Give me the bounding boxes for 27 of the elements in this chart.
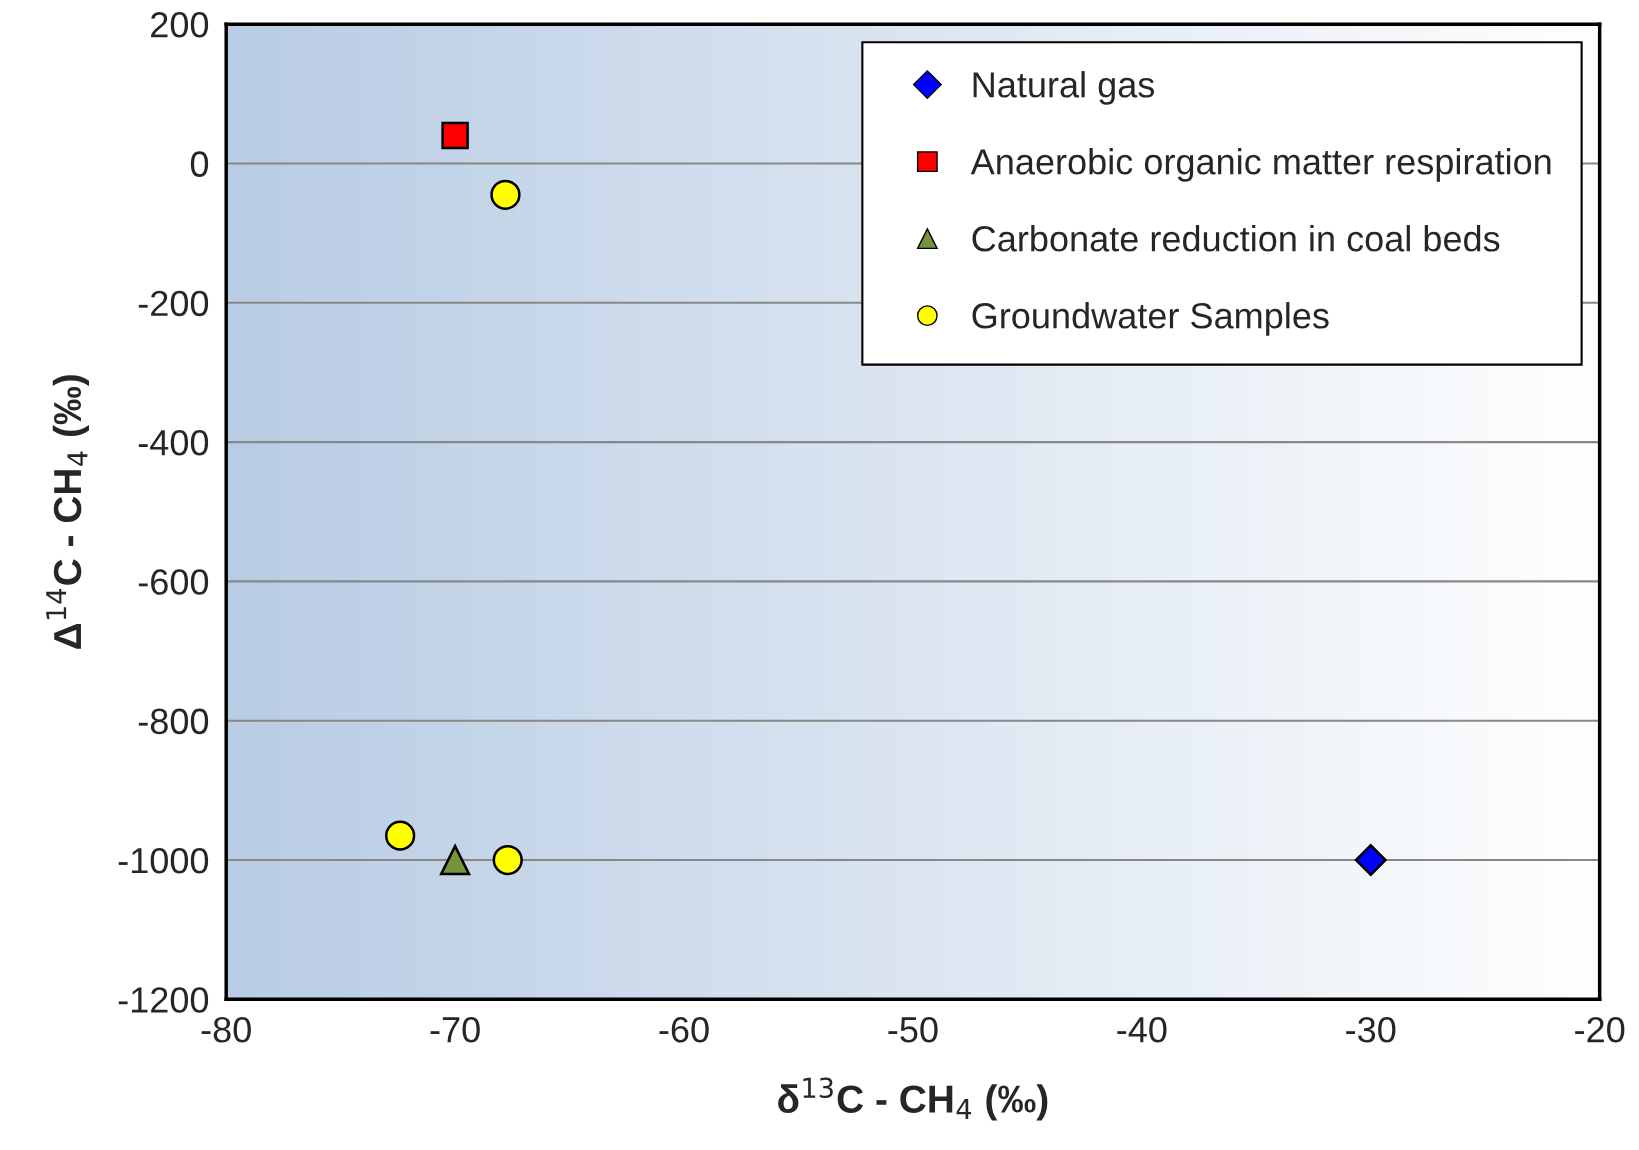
- y-tick-label: 200: [151, 12, 209, 38]
- point: [441, 121, 469, 150]
- x-tick-label: -20: [1575, 1016, 1625, 1043]
- point: [1354, 844, 1387, 877]
- y-tick-label: -800: [138, 708, 209, 735]
- point: [492, 844, 523, 876]
- legend-label: Natural gas: [973, 71, 1155, 105]
- x-tick-label: -70: [430, 1016, 480, 1043]
- y-tick-label: -1000: [118, 847, 209, 874]
- y-tick-label: -200: [138, 290, 209, 317]
- y-tick-label: -400: [138, 429, 209, 456]
- y-tick-label: -600: [138, 569, 209, 595]
- x-tick-label: -30: [1346, 1016, 1396, 1043]
- x-tick-label: -60: [659, 1016, 709, 1043]
- point: [490, 179, 521, 210]
- point: [439, 844, 471, 876]
- x-tick-label: -80: [201, 1016, 251, 1043]
- legend-label: Carbonate reduction in coal beds: [972, 225, 1500, 252]
- y-tick-label: 0: [190, 151, 209, 177]
- point: [385, 820, 416, 851]
- x-axis-title: δ$^{13}$C - CH$_{4}$ (‰): [778, 1077, 1048, 1121]
- y-axis-title: Δ$^{14}$C - CH$_{4}$ (‰): [46, 375, 90, 649]
- legend-label: Groundwater Samples: [972, 302, 1329, 336]
- y-tick-label: -1200: [118, 987, 209, 1013]
- x-tick-label: -40: [1117, 1016, 1167, 1043]
- legend-label: Anaerobic organic matter respiration: [970, 148, 1551, 182]
- x-tick-label: -50: [888, 1016, 938, 1043]
